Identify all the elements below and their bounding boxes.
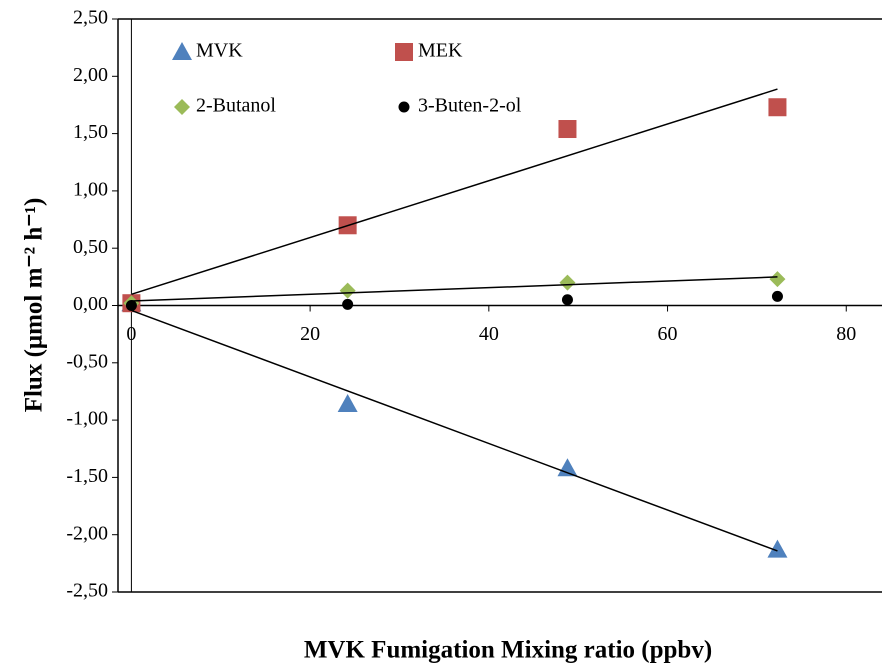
x-tick-label: 60	[658, 323, 678, 345]
y-tick-label: 1,50	[73, 121, 108, 143]
x-tick-label: 20	[300, 323, 320, 345]
marker	[561, 294, 573, 306]
marker	[771, 290, 783, 302]
trendline	[131, 309, 778, 552]
marker	[395, 43, 413, 61]
y-tick-label: -2,50	[66, 580, 108, 602]
legend-label: MEK	[418, 40, 463, 62]
trendline	[131, 88, 778, 296]
marker	[769, 271, 786, 288]
y-tick-label: 2,00	[73, 64, 108, 86]
marker	[558, 120, 577, 139]
y-tick-label: 2,50	[73, 7, 108, 29]
legend-label: 2-Butanol	[196, 95, 276, 117]
marker	[398, 101, 410, 113]
marker	[174, 99, 190, 115]
y-axis-label: Flux (μmol m⁻² h⁻¹)	[21, 198, 48, 413]
y-tick-label: 0,50	[73, 236, 108, 258]
marker	[768, 98, 787, 117]
legend-label: 3-Buten-2-ol	[418, 95, 522, 117]
y-tick-label: -1,00	[66, 408, 108, 430]
x-tick-label: 0	[126, 323, 136, 345]
marker	[342, 298, 354, 310]
legend-label: MVK	[196, 40, 243, 62]
marker	[337, 394, 358, 413]
x-tick-label: 80	[836, 323, 856, 345]
marker	[557, 458, 578, 477]
marker	[767, 539, 788, 558]
marker	[125, 300, 137, 311]
y-tick-label: -1,50	[66, 465, 108, 487]
x-tick-label: 40	[479, 323, 499, 345]
y-tick-label: -2,00	[66, 522, 108, 544]
marker	[172, 42, 192, 60]
y-tick-label: -0,50	[66, 350, 108, 372]
trendline	[131, 276, 778, 302]
y-tick-label: 1,00	[73, 178, 108, 200]
marker	[559, 274, 576, 291]
x-axis-label: MVK Fumigation Mixing ratio (ppbv)	[304, 637, 712, 664]
y-tick-label: 0,00	[73, 293, 108, 315]
marker	[339, 282, 356, 299]
